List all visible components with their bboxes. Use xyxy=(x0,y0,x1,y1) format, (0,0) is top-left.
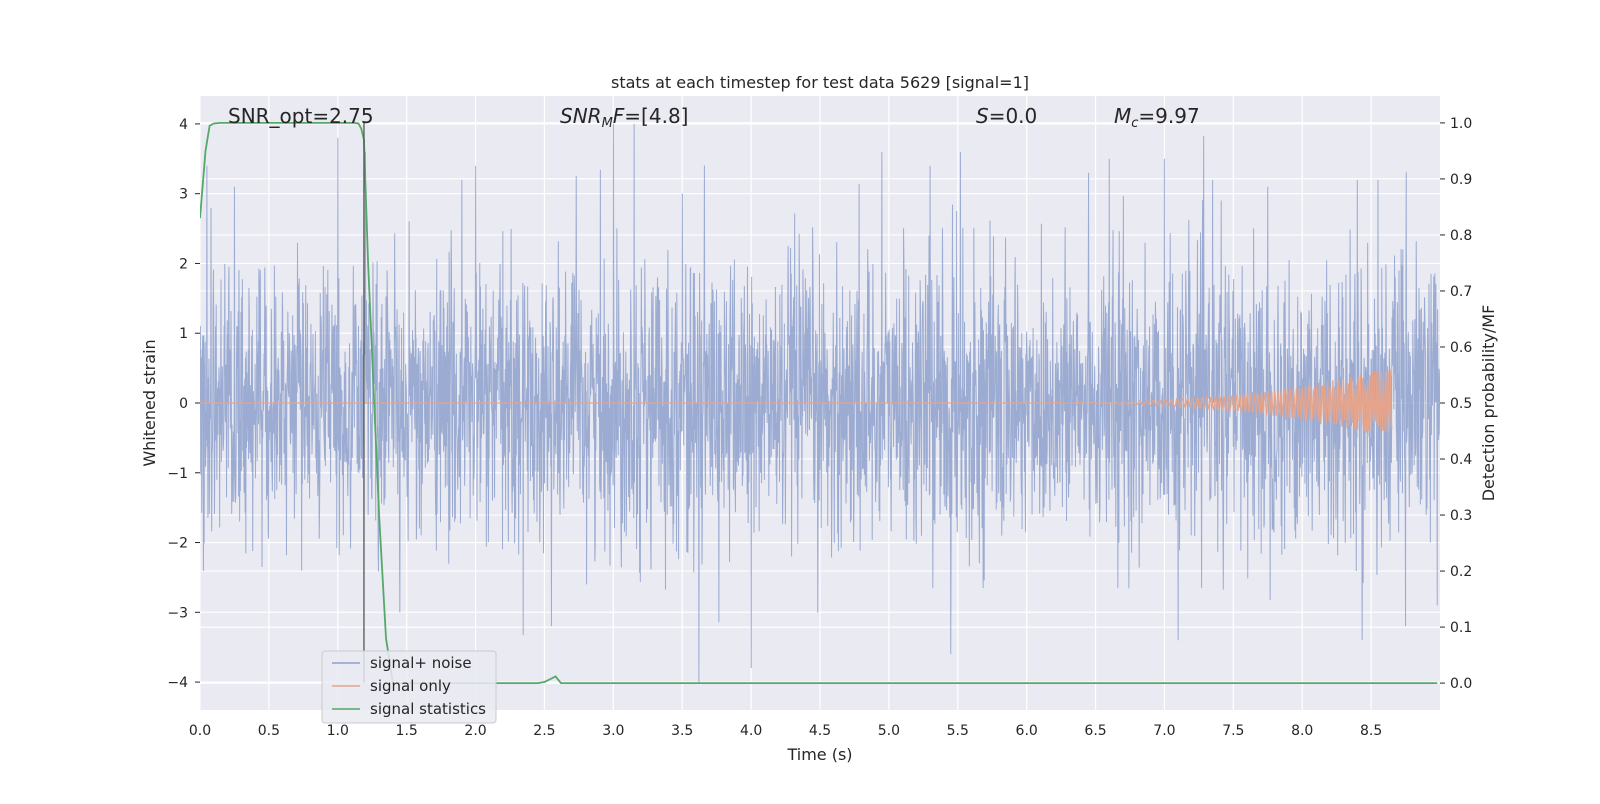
y2-tick-label: 0.4 xyxy=(1450,452,1472,468)
y2-tick-label: 0.5 xyxy=(1450,396,1472,412)
y2-axis-label: Detection probability/MF xyxy=(1479,305,1498,502)
y2-tick-label: 0.1 xyxy=(1450,620,1472,636)
series-signal-only xyxy=(200,369,1393,433)
y2-tick-label: 0.2 xyxy=(1450,564,1472,580)
x-tick-label: 6.5 xyxy=(1084,723,1106,739)
y2-tick-labels: 0.0 0.1 0.2 0.3 0.4 0.5 0.6 0.7 0.8 0.9 1.0 xyxy=(1440,116,1472,692)
mc-symbol: M xyxy=(1114,104,1131,128)
legend-label-signal-statistics: signal statistics xyxy=(370,700,486,718)
series-signal-statistics xyxy=(200,121,1438,685)
annotation-snr-opt: SNR_opt=2.75 xyxy=(228,104,374,128)
y-tick-label: 2 xyxy=(179,256,188,272)
snr-mf-sub: M xyxy=(602,116,613,131)
x-tick-label: 2.5 xyxy=(533,723,555,739)
y-tick-label: 4 xyxy=(179,117,188,133)
annotation-s: S=0.0 xyxy=(976,104,1037,128)
y2-tick-label: 0.3 xyxy=(1450,508,1472,524)
x-tick-label: 3.5 xyxy=(671,723,693,739)
snr-mf-prefix: SNR xyxy=(560,104,602,128)
s-value: =0.0 xyxy=(989,104,1038,128)
x-tick-label: 7.0 xyxy=(1153,723,1175,739)
y-tick-label: −3 xyxy=(167,605,188,621)
mc-value: =9.97 xyxy=(1138,104,1199,128)
x-tick-label: 5.5 xyxy=(947,723,969,739)
signal-statistics-line xyxy=(200,121,1438,685)
x-tick-label: 8.5 xyxy=(1360,723,1382,739)
y-axis-label: Whitened strain xyxy=(140,339,159,466)
x-tick-labels: 0.0 0.5 1.0 1.5 2.0 2.5 3.0 3.5 4.0 4.5 5.0 5.5 6.0 6… xyxy=(189,723,1382,739)
snr-mf-mid: F xyxy=(613,104,625,128)
y-tick-label: −2 xyxy=(167,536,188,552)
x-tick-label: 4.5 xyxy=(809,723,831,739)
legend-box xyxy=(321,650,497,724)
y-tick-labels: −4 −3 −2 −1 0 1 2 3 4 xyxy=(167,117,200,691)
x-tick-label: 6.0 xyxy=(1016,723,1038,739)
x-tick-label: 0.5 xyxy=(258,723,280,739)
y-tick-label: −1 xyxy=(167,466,188,482)
y2-tick-label: 0.9 xyxy=(1450,172,1472,188)
y2-tick-label: 1.0 xyxy=(1450,116,1472,132)
series-signal-noise xyxy=(200,123,1440,683)
legend-label-signal-noise: signal+ noise xyxy=(370,654,472,672)
x-tick-label: 8.0 xyxy=(1291,723,1313,739)
chart-title: stats at each timestep for test data 562… xyxy=(611,73,1029,92)
x-tick-label: 2.0 xyxy=(464,723,486,739)
y-tick-label: 0 xyxy=(179,396,188,412)
legend-label-signal-only: signal only xyxy=(370,677,451,695)
y2-tick-label: 0.7 xyxy=(1450,284,1472,300)
x-tick-label: 0.0 xyxy=(189,723,211,739)
legend: signal+ noise signal only signal statist… xyxy=(321,650,497,724)
signal-only-line xyxy=(200,369,1393,433)
y2-tick-label: 0.8 xyxy=(1450,228,1472,244)
snr-mf-value: =[4.8] xyxy=(624,104,688,128)
y2-tick-label: 0.0 xyxy=(1450,676,1472,692)
x-tick-label: 3.0 xyxy=(602,723,624,739)
y-tick-label: 1 xyxy=(179,326,188,342)
y-tick-label: −4 xyxy=(167,675,188,691)
x-tick-label: 7.5 xyxy=(1222,723,1244,739)
x-axis-label: Time (s) xyxy=(786,745,852,764)
x-tick-label: 1.5 xyxy=(396,723,418,739)
annotation-mc: Mc=9.97 xyxy=(1114,104,1200,131)
x-tick-label: 4.0 xyxy=(740,723,762,739)
y2-tick-label: 0.6 xyxy=(1450,340,1472,356)
x-tick-label: 5.0 xyxy=(878,723,900,739)
s-symbol: S xyxy=(976,104,989,128)
x-tick-label: 1.0 xyxy=(327,723,349,739)
mc-sub: c xyxy=(1131,116,1138,131)
y-tick-label: 3 xyxy=(179,187,188,203)
signal-noise-line xyxy=(200,123,1440,683)
annotation-snr-mf: SNRMF=[4.8] xyxy=(560,104,688,131)
